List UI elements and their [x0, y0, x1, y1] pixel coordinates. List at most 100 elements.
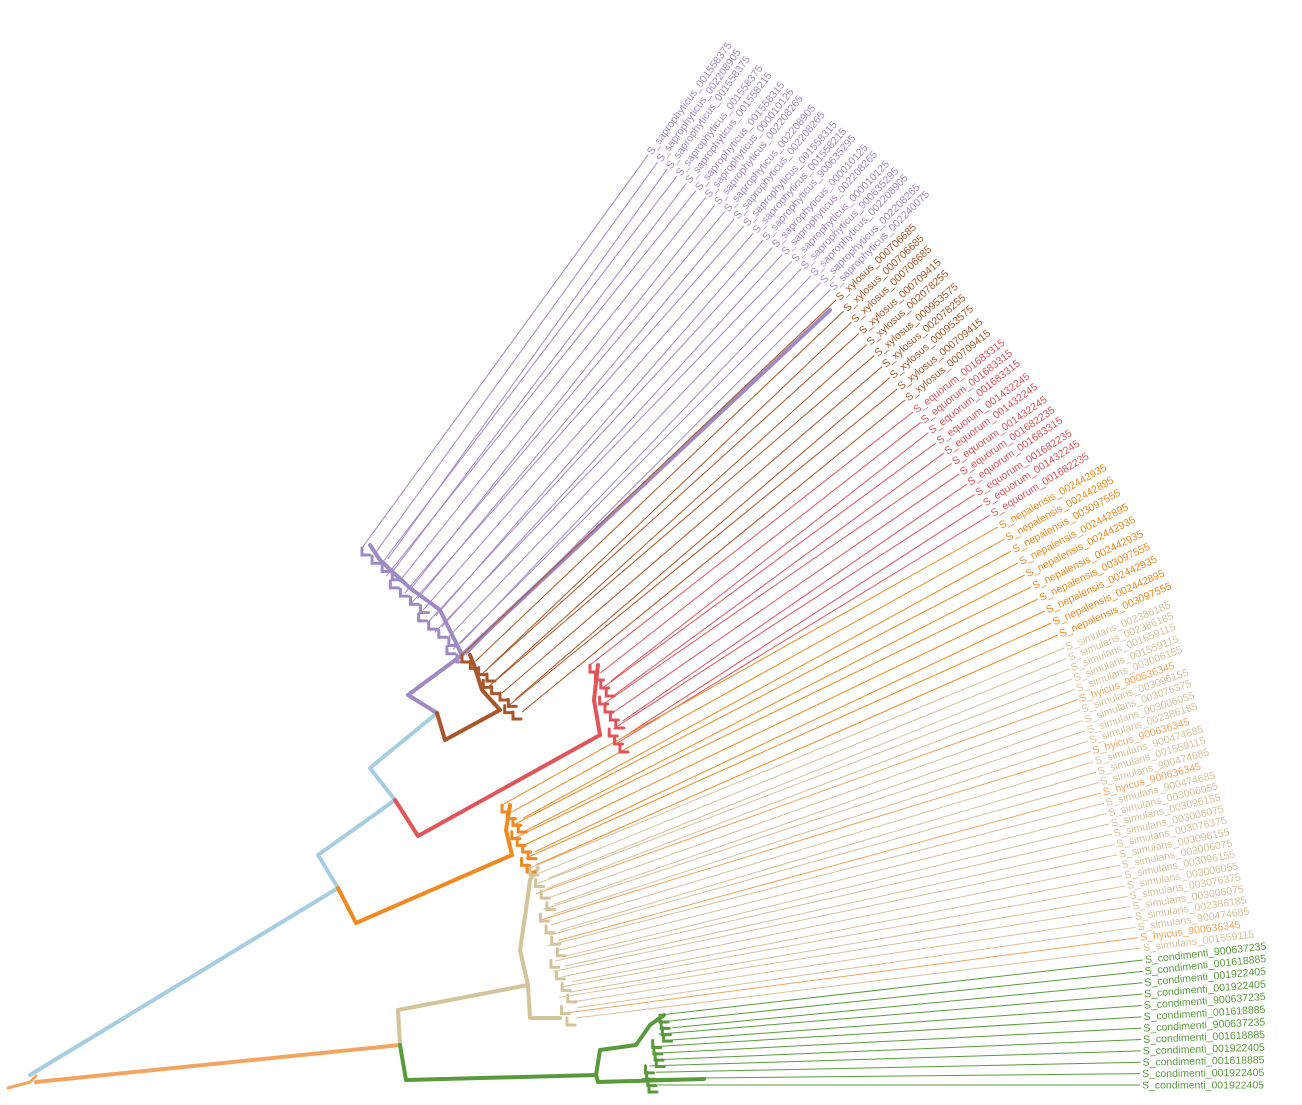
leaf-branch: [658, 993, 1143, 1035]
subtree-branch: [490, 685, 502, 696]
leaf-branch: [428, 247, 773, 622]
subtree-branch: [593, 671, 605, 682]
leaf-label: S_condimenti_001922405: [1143, 1042, 1265, 1058]
leaf-branch: [612, 493, 975, 730]
subtree-branch: [427, 620, 439, 631]
subtree-branch: [503, 704, 515, 715]
subtree-branch: [607, 727, 619, 738]
subtree-saprophyticus-spine: [368, 543, 464, 657]
leaf-branch: [535, 699, 1078, 895]
leaf-branch: [650, 1016, 1142, 1048]
clade-simulans-subtree: [528, 866, 578, 1027]
leaf-branch: [601, 463, 952, 706]
subtree-branch: [603, 703, 615, 714]
leaf-branch: [566, 937, 1139, 1014]
leaf-branch: [657, 1027, 1142, 1054]
leaf-branch: [568, 916, 1134, 1003]
root-branch-orange: [34, 1043, 402, 1084]
stem-equorum: [393, 733, 602, 838]
leaf-branch: [600, 421, 922, 674]
subtree-branch: [419, 604, 431, 615]
subtree-condimenti-spine: [594, 1013, 666, 1077]
subtree-branch: [614, 719, 626, 730]
leaf-branch: [553, 854, 1118, 972]
root-stub: [6, 1074, 38, 1090]
subtree-branch: [560, 981, 572, 992]
clade-simulans-labels: S_simulans_002386185S_simulans_002386185…: [1064, 599, 1255, 954]
clade-xylosus-leaves: [461, 299, 906, 713]
leaf-branch: [672, 982, 1143, 1029]
leaf-branch: [452, 282, 821, 650]
leaf-branch: [543, 730, 1086, 910]
leaf-branch: [459, 275, 812, 645]
subtree-branch: [604, 687, 616, 698]
clade-equorum-subtree: [588, 663, 630, 754]
leaf-branch: [361, 154, 649, 549]
subtree-branch: [515, 836, 527, 847]
subtree-branch: [481, 678, 493, 689]
stem-saprophyticus: [406, 653, 464, 715]
subtree-branch: [516, 823, 528, 834]
leaf-branch: [513, 562, 1019, 826]
subtree-branch: [555, 970, 567, 981]
leaf-branch: [488, 321, 852, 669]
leaf-branch: [664, 1004, 1142, 1041]
backbone-main: [28, 886, 340, 1077]
leaf-branch: [501, 526, 999, 806]
leaf-branch: [501, 366, 883, 694]
leaf-branch: [398, 197, 706, 583]
backbone-upper: [316, 798, 397, 890]
leaf-branch: [577, 926, 1136, 1009]
leaf-branch: [655, 1061, 1141, 1073]
subtree-branch: [539, 889, 551, 900]
tree-leaf-branches: [361, 154, 1144, 1086]
subtree-branch: [526, 850, 538, 861]
subtree-branch: [549, 958, 561, 969]
subtree-branch: [534, 878, 546, 889]
subtree-branch: [538, 912, 550, 923]
leaf-branch: [663, 1039, 1142, 1061]
subtree-branch: [506, 697, 518, 708]
leaf-branch: [434, 261, 793, 633]
subtree-branch: [360, 546, 372, 557]
subtree-branch: [662, 1032, 674, 1043]
leaf-branch: [534, 610, 1045, 853]
subtree-branch: [511, 710, 523, 721]
tree-clade-subtrees: [360, 546, 674, 1094]
stem-condimenti: [398, 1043, 598, 1082]
subtree-branch: [550, 935, 562, 946]
leaf-branch: [374, 161, 658, 554]
subtree-branch: [460, 653, 472, 664]
leaf-branch: [547, 802, 1104, 947]
leaf-branch: [548, 668, 1070, 879]
subtree-branch: [555, 947, 567, 958]
leaf-branch: [508, 388, 898, 707]
leaf-branch: [600, 442, 937, 690]
clade-simulans-leaves: [529, 647, 1142, 1019]
subtree-branch: [380, 562, 392, 573]
leaf-label: S_condimenti_001922405: [1142, 1067, 1264, 1080]
subtree-branch: [525, 863, 537, 874]
leaf-branch: [560, 885, 1126, 988]
leaf-branch: [562, 864, 1120, 978]
leaf-branch: [544, 709, 1081, 900]
leaf-branch: [380, 176, 678, 566]
subtree-branch: [566, 993, 578, 1004]
tree-backbone: [6, 308, 832, 1090]
subtree-condimenti-long-tip: [594, 1073, 706, 1084]
subtree-branch: [608, 711, 620, 722]
stem-simulans: [396, 983, 530, 1047]
clade-nepalensis-subtree: [500, 803, 538, 874]
backbone-top: [368, 711, 439, 802]
clade-equorum-leaves: [589, 411, 991, 746]
clade-condimenti-leaves: [641, 959, 1144, 1086]
leaf-branch: [589, 411, 914, 666]
leaf-branch: [410, 225, 745, 605]
subtree-branch: [390, 571, 402, 582]
subtree-branch: [388, 579, 400, 590]
leaf-branch: [417, 218, 735, 600]
leaf-branch: [535, 634, 1059, 866]
leaf-branch: [488, 355, 875, 688]
leaf-branch: [549, 782, 1099, 936]
subtree-branch: [505, 810, 517, 821]
